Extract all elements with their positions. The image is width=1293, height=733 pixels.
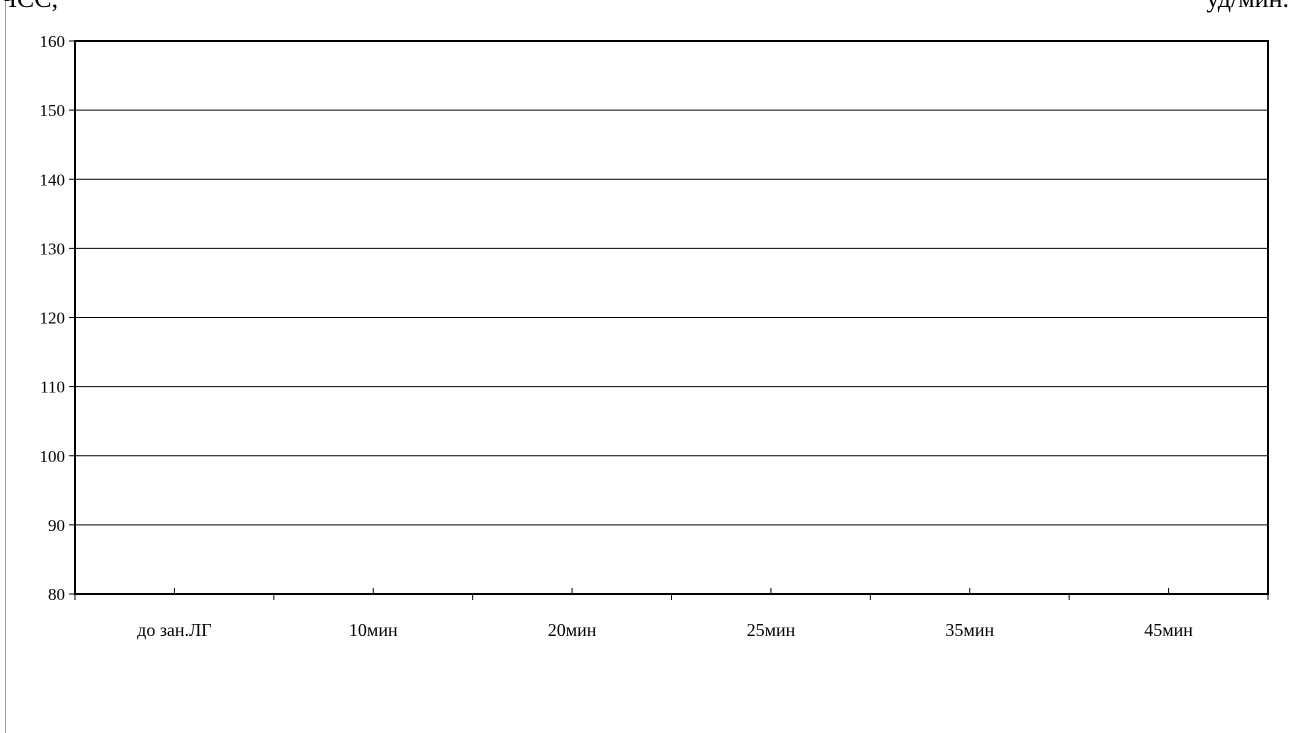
x-tick-label: 25мин: [747, 620, 796, 640]
x-tick-label: 35мин: [945, 620, 994, 640]
y-tick-label: 90: [48, 516, 65, 535]
y-axis-unit-label-left: ЧСС,: [0, 0, 58, 14]
grid-lines: [75, 109, 1268, 526]
y-tick-label: 110: [40, 378, 65, 397]
x-tick-labels: до зан.ЛГ 10мин 20мин 25мин 35мин 45мин: [137, 620, 1193, 640]
x-tick-label: 10мин: [349, 620, 398, 640]
x-tick-label: до зан.ЛГ: [137, 620, 212, 640]
y-tick-label: 130: [40, 239, 66, 258]
frame-left-border: [5, 0, 6, 733]
axes: [69, 40, 1269, 600]
y-tick-label: 100: [40, 447, 66, 466]
y-axis-unit-label-right: уд/мин.: [1206, 0, 1289, 14]
y-tick-label: 150: [40, 101, 66, 120]
x-tick-label: 20мин: [548, 620, 597, 640]
y-tick-label: 120: [40, 309, 66, 328]
y-tick-labels: 80 90 100 110 120 130 140 150 160: [40, 32, 66, 604]
y-tick-label: 140: [40, 170, 66, 189]
y-tick-label: 160: [40, 32, 66, 51]
x-tick-label: 45мин: [1144, 620, 1193, 640]
y-tick-label: 80: [48, 585, 65, 604]
